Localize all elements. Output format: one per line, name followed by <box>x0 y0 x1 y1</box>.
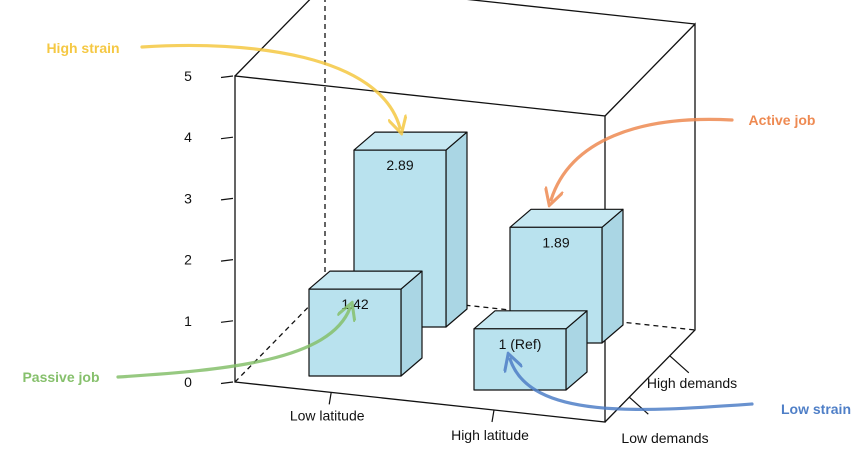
depth-category-label: High demands <box>647 375 737 391</box>
y-axis: 0 1 2 3 4 5 <box>184 68 234 390</box>
bar-top-face <box>473 310 588 330</box>
callout-label: Passive job <box>22 369 99 385</box>
callout-label: High strain <box>46 40 119 56</box>
y-tick-label: 2 <box>184 252 192 268</box>
depth-tick <box>669 355 690 374</box>
callout-label: Low strain <box>781 401 851 417</box>
y-tick <box>220 259 234 262</box>
callout-arrow <box>140 43 400 128</box>
callout-arrow <box>510 359 754 412</box>
depth-category-label: Low demands <box>621 430 708 446</box>
y-tick-label: 3 <box>184 190 192 206</box>
top-face-edges <box>234 0 696 77</box>
bars: 2.89 1.89 1.42 1 (Ref) <box>308 131 624 391</box>
right-face-edges <box>604 22 696 423</box>
bar-top-face <box>308 270 423 290</box>
bar-value-label: 1.89 <box>542 234 569 250</box>
callout-label: Active job <box>749 112 816 128</box>
bar-value-label: 1.42 <box>341 296 368 312</box>
bar: 1 (Ref) <box>473 310 588 391</box>
x-tick <box>328 392 332 405</box>
category-axes: Low latitude High latitude Low demands High… <box>290 355 737 446</box>
bar-side-face <box>601 208 624 344</box>
y-tick <box>220 75 234 79</box>
bar: 1.42 <box>308 270 423 377</box>
y-tick-label: 4 <box>184 129 192 145</box>
x-tick <box>491 409 495 423</box>
y-tick-label: 5 <box>184 68 192 84</box>
y-tick <box>220 197 234 201</box>
y-tick <box>220 320 234 323</box>
bar-top-face <box>353 131 468 151</box>
y-tick <box>220 381 234 385</box>
y-tick-label: 0 <box>184 374 192 390</box>
bar-side-face <box>445 131 468 328</box>
y-tick-label: 1 <box>184 313 192 329</box>
x-category-label: High latitude <box>451 427 529 443</box>
x-category-label: Low latitude <box>290 407 365 423</box>
bar-value-label: 2.89 <box>386 157 413 173</box>
y-tick <box>220 136 234 140</box>
bar-top-face <box>509 208 624 228</box>
depth-tick <box>628 396 649 415</box>
callout-arrow <box>116 308 350 379</box>
bar-value-label: 1 (Ref) <box>499 336 542 352</box>
callouts: High strain Active job Passive job Low stra… <box>22 40 851 417</box>
callout-arrow <box>551 117 734 200</box>
